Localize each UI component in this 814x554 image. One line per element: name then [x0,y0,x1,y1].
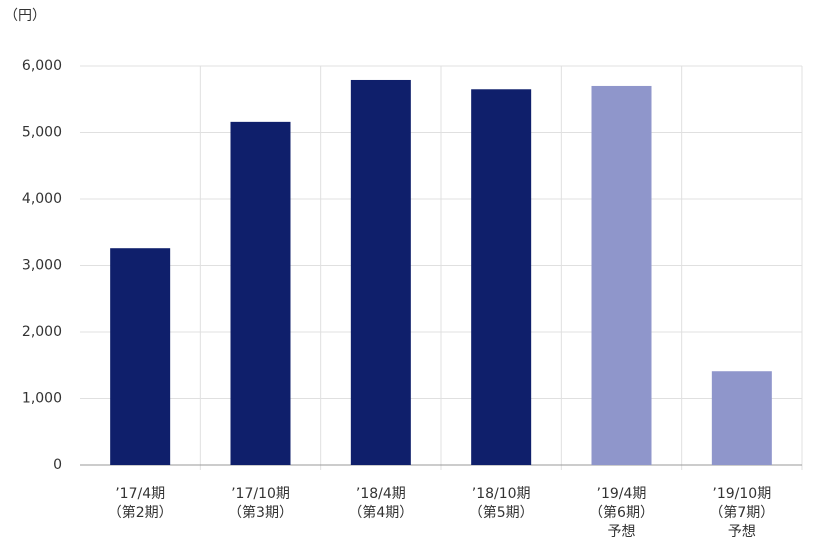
x-tick-label: （第5期） [469,504,534,521]
bar [711,371,772,465]
x-tick-label: 予想 [728,524,756,540]
y-tick-label: 6,000 [22,58,62,74]
x-tick-label: ’17/4期 [115,486,165,502]
x-tick-label: ’18/4期 [356,486,406,502]
x-tick-label: （第3期） [228,504,293,521]
x-tick-label: 予想 [608,524,636,540]
y-tick-label: 4,000 [22,191,62,207]
x-tick-label: ’18/10期 [472,486,531,502]
bar [110,248,171,465]
bar [230,121,291,466]
y-tick-label: 0 [53,457,62,473]
bar [350,79,411,465]
x-tick-label: ’17/10期 [231,486,290,502]
bar [591,85,652,465]
bar [471,89,532,466]
x-tick-label: （第6期） [589,504,654,521]
x-tick-label: ’19/10期 [712,486,771,502]
x-tick-label: （第7期） [709,504,774,521]
x-tick-label: （第4期） [348,504,413,521]
y-axis-label: （円） [4,8,46,24]
y-tick-label: 5,000 [22,125,62,141]
y-tick-label: 2,000 [22,324,62,340]
x-tick-label: （第2期） [108,504,173,521]
y-tick-label: 1,000 [22,391,62,407]
y-tick-label: 3,000 [22,258,62,274]
x-tick-label: ’19/4期 [597,486,647,502]
